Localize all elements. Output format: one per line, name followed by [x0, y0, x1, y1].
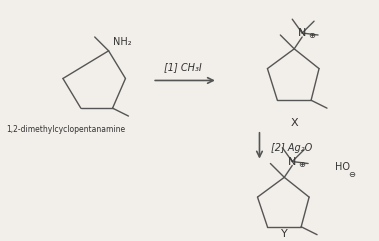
Text: N: N [298, 28, 306, 38]
Text: $\ominus$: $\ominus$ [348, 170, 356, 179]
Text: $\oplus$: $\oplus$ [308, 32, 316, 40]
Text: Y: Y [281, 229, 288, 239]
Text: $\oplus$: $\oplus$ [298, 160, 306, 169]
Text: NH₂: NH₂ [113, 37, 131, 47]
Text: HO: HO [335, 162, 350, 173]
Text: [1] CH₃I: [1] CH₃I [164, 63, 202, 73]
Text: 1,2-dimethylcyclopentanamine: 1,2-dimethylcyclopentanamine [6, 125, 125, 134]
Text: [2] Ag₂O: [2] Ag₂O [271, 143, 313, 153]
Text: X: X [290, 118, 298, 128]
Text: N: N [288, 156, 296, 167]
